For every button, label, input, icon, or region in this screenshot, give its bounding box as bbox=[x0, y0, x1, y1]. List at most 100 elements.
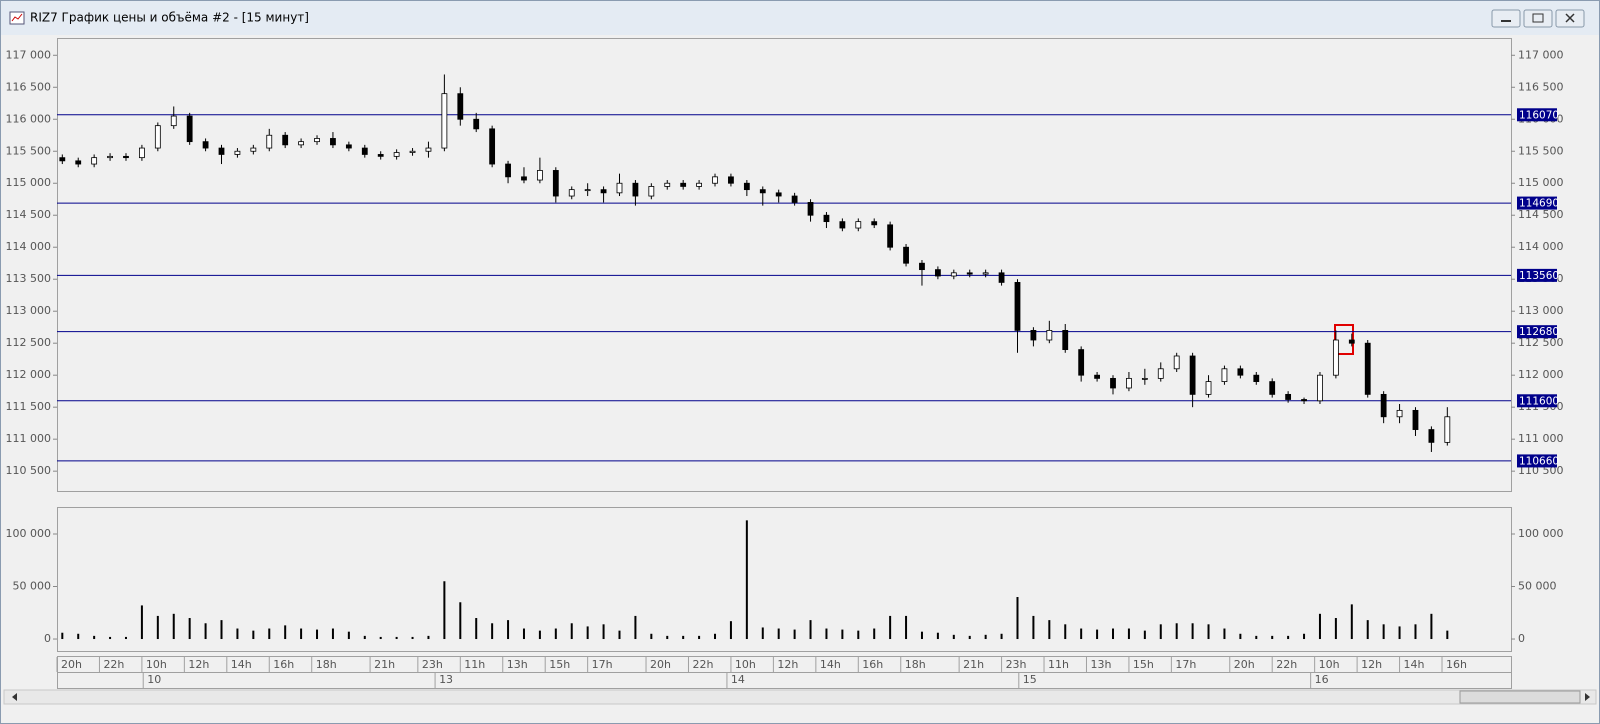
volume-bar bbox=[475, 618, 478, 640]
candle-body bbox=[759, 189, 766, 194]
level-label: 116070 bbox=[1519, 109, 1559, 121]
volume-bar bbox=[220, 620, 223, 640]
candle-body bbox=[536, 170, 543, 181]
volume-bar bbox=[93, 635, 96, 640]
candle-body bbox=[552, 170, 559, 197]
candle-body bbox=[1078, 349, 1085, 376]
y-tick-label: 113 500 bbox=[6, 272, 52, 285]
candle-body bbox=[330, 138, 336, 146]
candle-body bbox=[712, 176, 718, 184]
candle-body bbox=[1317, 374, 1323, 402]
candle-body bbox=[91, 157, 98, 165]
volume-bar bbox=[809, 620, 812, 640]
candle-body bbox=[664, 182, 671, 187]
candle-body bbox=[1428, 429, 1435, 443]
volume-bar bbox=[1096, 629, 1099, 640]
y-tick-label: 50 000 bbox=[13, 580, 52, 593]
y-tick-label: 113 000 bbox=[6, 304, 52, 317]
volume-bar bbox=[522, 628, 525, 640]
x-tick-label: 14h bbox=[1404, 658, 1425, 671]
volume-bar bbox=[459, 602, 462, 640]
restore-button[interactable] bbox=[1523, 9, 1553, 28]
x-tick-label: 16h bbox=[1446, 658, 1467, 671]
volume-bar bbox=[793, 629, 796, 640]
scrollbar[interactable] bbox=[3, 689, 1597, 705]
candle-body bbox=[377, 154, 384, 157]
candle-body bbox=[266, 134, 273, 149]
volume-bar bbox=[1207, 624, 1210, 640]
y-tick-label: 111 500 bbox=[6, 400, 52, 413]
scroll-thumb[interactable] bbox=[1459, 690, 1581, 704]
x-tick-label: 10h bbox=[735, 658, 756, 671]
volume-bar bbox=[1016, 597, 1019, 640]
candle-body bbox=[887, 224, 894, 248]
volume-bar bbox=[682, 635, 685, 640]
volume-bar bbox=[1191, 623, 1194, 640]
candle-body bbox=[966, 272, 973, 275]
candle-body bbox=[1301, 399, 1307, 402]
volume-bar bbox=[379, 636, 382, 640]
candle-body bbox=[441, 93, 448, 149]
x-tick-label: 12h bbox=[777, 658, 798, 671]
x-tick-label: 22h bbox=[103, 658, 124, 671]
title-bar bbox=[1, 1, 1599, 35]
y-tick-label: 112 500 bbox=[6, 336, 52, 349]
x-tick-label: 21h bbox=[963, 658, 984, 671]
y-tick-label: 112 500 bbox=[1518, 336, 1564, 349]
volume-bar bbox=[1398, 626, 1401, 640]
volume-bar bbox=[1127, 628, 1130, 640]
candle-body bbox=[234, 150, 241, 155]
minimize-button[interactable] bbox=[1491, 9, 1521, 28]
volume-bar bbox=[1032, 615, 1035, 640]
candle-body bbox=[791, 195, 798, 203]
y-tick-label: 114 000 bbox=[1518, 240, 1564, 253]
candle-body bbox=[1380, 393, 1387, 418]
x-tick-label: 12h bbox=[1361, 658, 1382, 671]
level-tag bbox=[1517, 268, 1557, 282]
volume-bar bbox=[714, 633, 717, 640]
y-tick-label: 112 000 bbox=[1518, 368, 1564, 381]
candle-body bbox=[696, 182, 702, 187]
close-icon bbox=[1565, 13, 1575, 23]
candle-body bbox=[1269, 381, 1276, 395]
volume-bar bbox=[857, 630, 860, 640]
x-tick-label: 20h bbox=[1234, 658, 1255, 671]
candle-body bbox=[186, 115, 193, 143]
x-tick-label: 22h bbox=[692, 658, 713, 671]
x-tick-label: 16h bbox=[862, 658, 883, 671]
candle-body bbox=[807, 202, 814, 216]
y-tick-label: 100 000 bbox=[6, 527, 52, 540]
candle-body bbox=[1157, 368, 1164, 379]
candle-body bbox=[457, 93, 464, 120]
volume-bar bbox=[284, 625, 287, 640]
volume-bar bbox=[570, 623, 573, 640]
volume-bar bbox=[777, 628, 780, 640]
volume-bar bbox=[124, 636, 127, 640]
candle-body bbox=[282, 134, 289, 146]
volume-bar bbox=[347, 631, 350, 640]
scroll-left[interactable] bbox=[12, 693, 17, 701]
candle-body bbox=[743, 182, 750, 191]
volume-bar bbox=[1143, 630, 1146, 640]
candle-body bbox=[154, 125, 161, 149]
volume-bar bbox=[1000, 633, 1003, 640]
candle-body bbox=[568, 189, 575, 197]
x-tick-label: 10h bbox=[146, 658, 167, 671]
volume-bar bbox=[316, 629, 319, 640]
y-tick-label: 112 000 bbox=[6, 368, 52, 381]
candle-body bbox=[775, 192, 782, 197]
volume-bar bbox=[586, 626, 589, 640]
scroll-right[interactable] bbox=[1585, 693, 1590, 701]
candle-body bbox=[1412, 409, 1419, 430]
candle-body bbox=[1348, 339, 1355, 344]
window-buttons[interactable] bbox=[1491, 9, 1585, 28]
x-tick-label: 17h bbox=[592, 658, 613, 671]
volume-bar bbox=[1271, 635, 1274, 640]
y-tick-label: 50 000 bbox=[1518, 580, 1557, 593]
level-label: 114690 bbox=[1519, 198, 1559, 210]
volume-bar bbox=[507, 620, 510, 640]
volume-bar bbox=[952, 634, 955, 640]
candle-body bbox=[680, 182, 687, 187]
candle-body bbox=[489, 128, 496, 165]
